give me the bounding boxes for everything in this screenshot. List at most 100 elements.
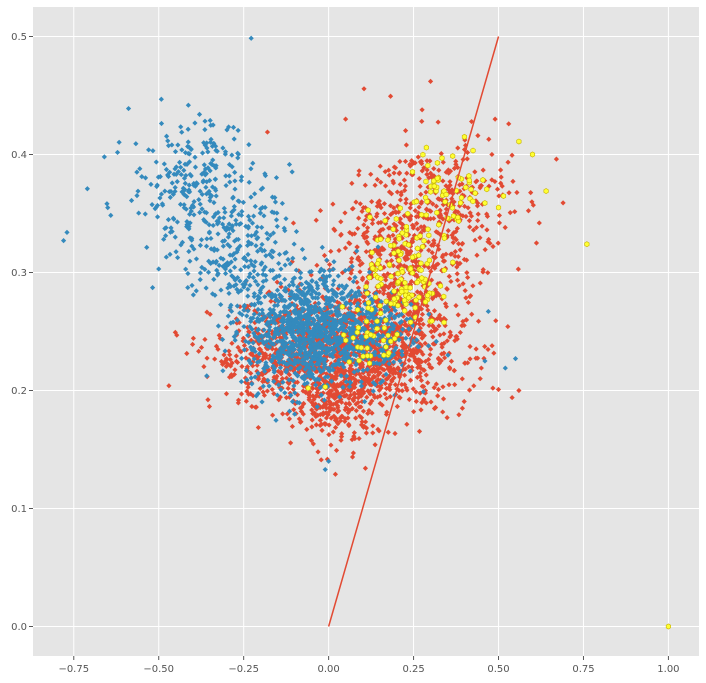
scatter-point — [300, 322, 306, 329]
scatter-point — [438, 151, 444, 157]
scatter-point — [365, 388, 371, 394]
scatter-point — [381, 210, 388, 217]
scatter-point — [292, 411, 298, 417]
scatter-point — [166, 383, 172, 389]
scatter-point — [173, 249, 179, 255]
scatter-point — [392, 327, 398, 333]
scatter-point — [419, 359, 425, 365]
scatter-point — [204, 236, 210, 242]
scatter-point — [279, 200, 285, 207]
scatter-point — [202, 336, 208, 343]
scatter-point — [362, 314, 368, 320]
scatter-point — [254, 359, 261, 365]
scatter-point — [269, 412, 276, 418]
scatter-point — [233, 329, 240, 335]
scatter-point — [283, 394, 290, 401]
scatter-point — [424, 171, 430, 177]
scatter-point — [434, 316, 440, 322]
scatter-point — [312, 300, 318, 306]
scatter-point — [297, 405, 304, 411]
scatter-point — [84, 186, 90, 192]
scatter-point — [148, 181, 154, 187]
scatter-point — [389, 321, 395, 327]
scatter-point — [421, 396, 427, 402]
scatter-point — [366, 274, 373, 281]
scatter-point — [472, 190, 478, 197]
scatter-point — [445, 352, 451, 358]
scatter-point — [306, 299, 312, 305]
scatter-point — [348, 392, 354, 398]
scatter-point — [353, 415, 359, 421]
scatter-point — [418, 267, 424, 274]
scatter-point — [357, 292, 363, 298]
scatter-point — [347, 379, 353, 385]
scatter-point — [302, 366, 308, 372]
scatter-point — [387, 394, 393, 400]
scatter-point — [358, 422, 365, 428]
scatter-point — [399, 352, 405, 358]
scatter-point — [202, 126, 208, 133]
scatter-point — [436, 221, 442, 228]
scatter-point — [228, 372, 235, 378]
scatter-point — [125, 105, 132, 112]
scatter-point — [485, 346, 491, 353]
scatter-point — [409, 254, 415, 261]
scatter-point — [323, 405, 330, 411]
scatter-point — [349, 180, 355, 186]
scatter-point — [496, 220, 503, 226]
scatter-point — [257, 210, 263, 216]
scatter-point — [396, 313, 402, 319]
scatter-point — [243, 277, 249, 284]
scatter-point — [360, 232, 366, 239]
scatter-point — [335, 312, 341, 319]
scatter-point — [263, 360, 269, 366]
scatter-point — [314, 386, 321, 392]
scatter-point — [163, 133, 170, 139]
scatter-point — [306, 391, 312, 397]
scatter-point — [323, 330, 329, 336]
scatter-point — [245, 232, 251, 239]
scatter-point — [413, 297, 419, 304]
scatter-point — [337, 415, 344, 421]
scatter-point — [338, 366, 344, 372]
scatter-point — [261, 392, 267, 398]
scatter-point — [261, 213, 267, 219]
scatter-point — [348, 301, 354, 307]
scatter-point — [260, 383, 266, 389]
scatter-point — [157, 174, 163, 180]
scatter-point — [220, 145, 226, 151]
scatter-point — [223, 391, 230, 397]
data-points — [60, 35, 671, 630]
scatter-point — [426, 361, 432, 367]
scatter-point — [271, 315, 277, 321]
scatter-point — [250, 340, 256, 346]
scatter-point — [252, 259, 258, 265]
scatter-point — [328, 378, 335, 384]
scatter-point — [333, 376, 339, 382]
scatter-point — [397, 219, 403, 226]
scatter-point — [320, 273, 326, 279]
scatter-point — [185, 102, 191, 108]
y-tick-label: 0.5 — [11, 32, 27, 43]
scatter-point — [135, 188, 141, 194]
scatter-point — [403, 223, 410, 230]
scatter-point — [363, 333, 369, 340]
scatter-point — [447, 366, 453, 372]
scatter-point — [255, 248, 261, 254]
scatter-point — [409, 269, 415, 276]
scatter-point — [193, 256, 200, 262]
scatter-point — [218, 358, 225, 365]
scatter-point — [250, 315, 256, 321]
scatter-point — [255, 370, 261, 376]
scatter-point — [356, 388, 363, 394]
scatter-point — [410, 340, 417, 346]
scatter-point — [365, 240, 371, 247]
scatter-point — [211, 200, 217, 206]
scatter-point — [368, 331, 374, 338]
scatter-point — [208, 246, 214, 252]
scatter-point — [423, 178, 429, 185]
scatter-point — [341, 331, 347, 338]
scatter-point — [250, 393, 256, 399]
scatter-point — [189, 237, 195, 243]
scatter-point — [300, 320, 306, 326]
